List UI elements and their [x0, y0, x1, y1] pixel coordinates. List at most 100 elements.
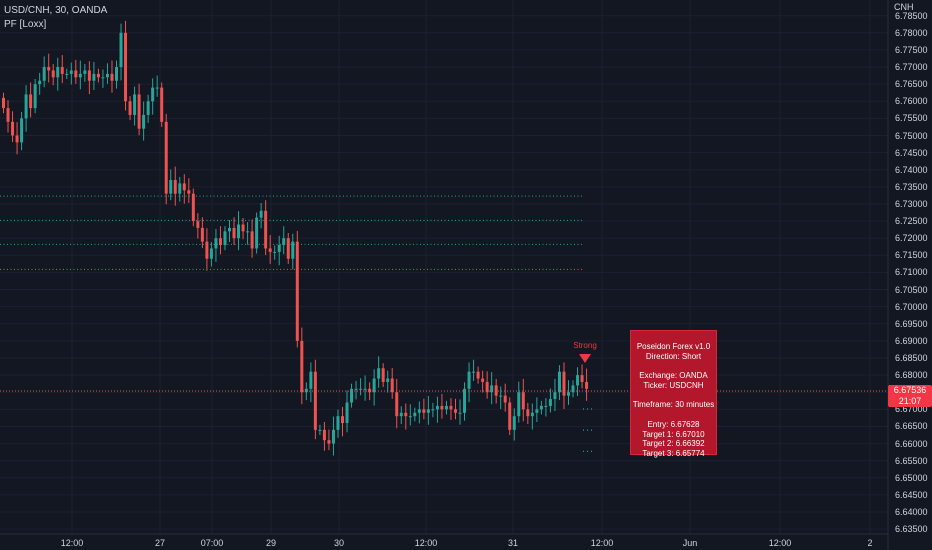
candle-body: [359, 388, 363, 390]
candle-body: [458, 412, 462, 414]
candle-body: [119, 32, 123, 68]
candle-body: [237, 224, 241, 239]
candle-body: [309, 371, 313, 389]
candle-body: [101, 77, 105, 79]
candle-body: [363, 388, 367, 390]
candle-body: [128, 101, 132, 115]
candle-body: [273, 251, 277, 253]
candle-body: [395, 392, 399, 417]
candle-body: [286, 238, 290, 259]
candle-body: [408, 416, 412, 418]
price-tick-label: 6.68000: [895, 370, 928, 381]
price-tick-label: 6.67000: [895, 404, 928, 415]
symbol-title[interactable]: USD/CNH, 30, OANDA: [4, 5, 108, 16]
price-tick-label: 6.70500: [895, 284, 928, 295]
candle-body: [291, 241, 295, 259]
candle-body: [508, 402, 512, 430]
candle-body: [200, 227, 204, 242]
price-tick-label: 6.75000: [895, 130, 928, 141]
price-tick-label: 6.74000: [895, 164, 928, 175]
price-tick-label: 6.77500: [895, 44, 928, 55]
candle-body: [426, 409, 430, 413]
price-tick-label: 6.69500: [895, 318, 928, 329]
signal-target-1: Target 1: 6.67010: [642, 429, 705, 439]
signal-target-3: Target 3: 6.65774: [642, 448, 705, 458]
candle-body: [517, 392, 521, 417]
candle-body: [196, 221, 200, 228]
candle-body: [151, 87, 155, 102]
signal-exchange: Exchange: OANDA: [639, 371, 708, 381]
candle-body: [246, 231, 250, 233]
candle-body: [6, 108, 10, 122]
candle-body: [187, 190, 191, 194]
last-price-badge: 6.67536 21:07: [888, 385, 932, 407]
price-tick-label: 6.66000: [895, 438, 928, 449]
chart-legend: USD/CNH, 30, OANDA PF [Loxx]: [4, 4, 107, 32]
candle-body: [223, 231, 227, 246]
candle-body: [576, 375, 580, 386]
candle-body: [417, 409, 421, 413]
signal-direction: Direction: Short: [645, 351, 702, 361]
candle-body: [87, 70, 91, 81]
candle-body: [42, 67, 46, 81]
candle-body: [444, 405, 448, 410]
candle-body: [526, 409, 530, 417]
candle-body: [277, 245, 281, 252]
candle-body: [404, 412, 408, 417]
candle-body: [92, 73, 96, 81]
candle-body: [463, 388, 467, 413]
time-tick-label: 12:00: [768, 538, 792, 548]
candle-body: [341, 416, 344, 424]
candle-body: [250, 231, 254, 249]
price-tick-label: 6.68500: [895, 353, 928, 363]
price-tick-label: 6.66500: [895, 421, 928, 432]
candle-body: [535, 409, 539, 413]
candle-body: [485, 381, 489, 393]
candle-body: [472, 371, 476, 373]
price-tick-label: 6.72000: [895, 233, 928, 244]
candle-body: [431, 409, 435, 411]
candle-body: [2, 97, 5, 109]
candle-body: [24, 94, 28, 119]
candle-body: [553, 392, 557, 400]
candle-body: [232, 227, 236, 239]
candle-body: [544, 405, 548, 407]
price-tick-label: 6.78500: [895, 10, 928, 21]
candle-body: [74, 70, 78, 78]
candle-body: [548, 399, 552, 406]
candle-body: [454, 409, 457, 413]
candle-body: [51, 70, 55, 78]
horizontal-levels: [0, 195, 582, 270]
candle-body: [557, 371, 561, 393]
candle-body: [440, 405, 444, 410]
signal-entry: Entry: 6.67628: [647, 419, 700, 429]
candlestick-series: [2, 20, 589, 456]
candle-body: [322, 429, 326, 441]
candle-body: [255, 217, 259, 249]
currency-label: CNH: [894, 2, 914, 12]
candle-body: [33, 84, 37, 109]
candle-body: [178, 183, 182, 194]
price-tick-label: 6.77000: [895, 62, 928, 73]
candle-body: [467, 371, 471, 389]
time-tick-label: 12:00: [60, 538, 84, 548]
price-tick-label: 6.78000: [895, 27, 928, 38]
candle-body: [142, 114, 146, 129]
candle-body: [345, 402, 349, 424]
candle-body: [11, 121, 15, 136]
indicator-title[interactable]: PF [Loxx]: [4, 19, 47, 30]
candle-body: [60, 67, 64, 74]
signal-info-box: Poseidon Forex v1.0 Direction: Short Exc…: [630, 330, 717, 458]
candle-body: [169, 180, 173, 194]
candle-body: [78, 73, 82, 78]
candle-body: [476, 371, 480, 379]
price-tick-label: 6.70000: [895, 301, 928, 312]
candle-body: [562, 371, 566, 396]
candle-body: [65, 73, 69, 75]
candle-body: [503, 395, 507, 403]
candle-body: [567, 392, 570, 396]
candle-body: [218, 238, 222, 246]
candle-body: [205, 241, 209, 259]
candle-body: [372, 378, 376, 393]
